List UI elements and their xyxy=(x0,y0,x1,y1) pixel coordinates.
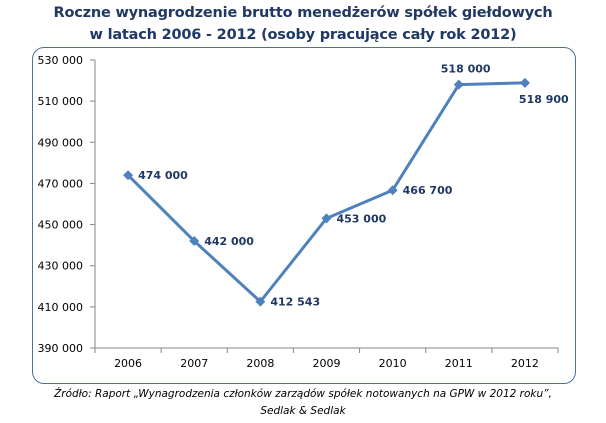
x-tick-label: 2006 xyxy=(114,357,142,370)
y-tick-label: 410 000 xyxy=(38,301,84,314)
x-tick-label: 2008 xyxy=(246,357,274,370)
data-label: 474 000 xyxy=(138,169,188,182)
data-label: 518 000 xyxy=(441,63,491,76)
chart-title-line2: w latach 2006 - 2012 (osoby pracujące ca… xyxy=(89,27,517,43)
series-line xyxy=(127,81,525,304)
data-series: 474 000 442 000 412 543 453 000 466 700 518 0… xyxy=(123,63,569,309)
y-tick-label: 390 000 xyxy=(38,342,84,355)
x-tick-label: 2011 xyxy=(445,357,473,370)
y-tick-label: 510 000 xyxy=(38,95,84,108)
diamond-marker-icon xyxy=(255,296,266,307)
diamond-marker-icon xyxy=(123,170,134,181)
y-tick-label: 530 000 xyxy=(38,54,84,67)
y-axis: 390 000 410 000 430 000 450 000 470 000 490 0… xyxy=(38,54,96,355)
data-label: 442 000 xyxy=(204,235,254,248)
x-tick-label: 2012 xyxy=(511,357,539,370)
x-axis: 2006 2007 2008 2009 2010 2011 2012 xyxy=(94,347,559,370)
chart-title: Roczne wynagrodzenie brutto menedżerów s… xyxy=(0,2,606,46)
y-tick-label: 470 000 xyxy=(38,177,84,190)
chart-area xyxy=(32,47,576,384)
data-label: 412 543 xyxy=(270,296,320,309)
diamond-marker-icon xyxy=(519,77,530,88)
x-tick-label: 2009 xyxy=(313,357,341,370)
chart-title-line1: Roczne wynagrodzenie brutto menedżerów s… xyxy=(53,5,553,21)
y-tick-label: 490 000 xyxy=(38,136,84,149)
source-note: Źródło: Raport „Wynagrodzenia członków z… xyxy=(0,386,606,420)
diamond-marker-icon xyxy=(321,213,332,224)
y-tick-label: 450 000 xyxy=(38,219,84,232)
data-label: 466 700 xyxy=(403,184,453,197)
data-label: 453 000 xyxy=(337,212,387,225)
x-tick-label: 2010 xyxy=(379,357,407,370)
diamond-marker-icon xyxy=(453,79,464,90)
diamond-marker-icon xyxy=(189,236,200,247)
source-line2: Sedlak & Sedlak xyxy=(260,405,346,417)
source-line1: Źródło: Raport „Wynagrodzenia członków z… xyxy=(54,388,552,400)
data-label: 518 900 xyxy=(519,93,569,106)
y-tick-label: 430 000 xyxy=(38,260,84,273)
x-tick-label: 2007 xyxy=(180,357,208,370)
diamond-marker-icon xyxy=(387,185,398,196)
